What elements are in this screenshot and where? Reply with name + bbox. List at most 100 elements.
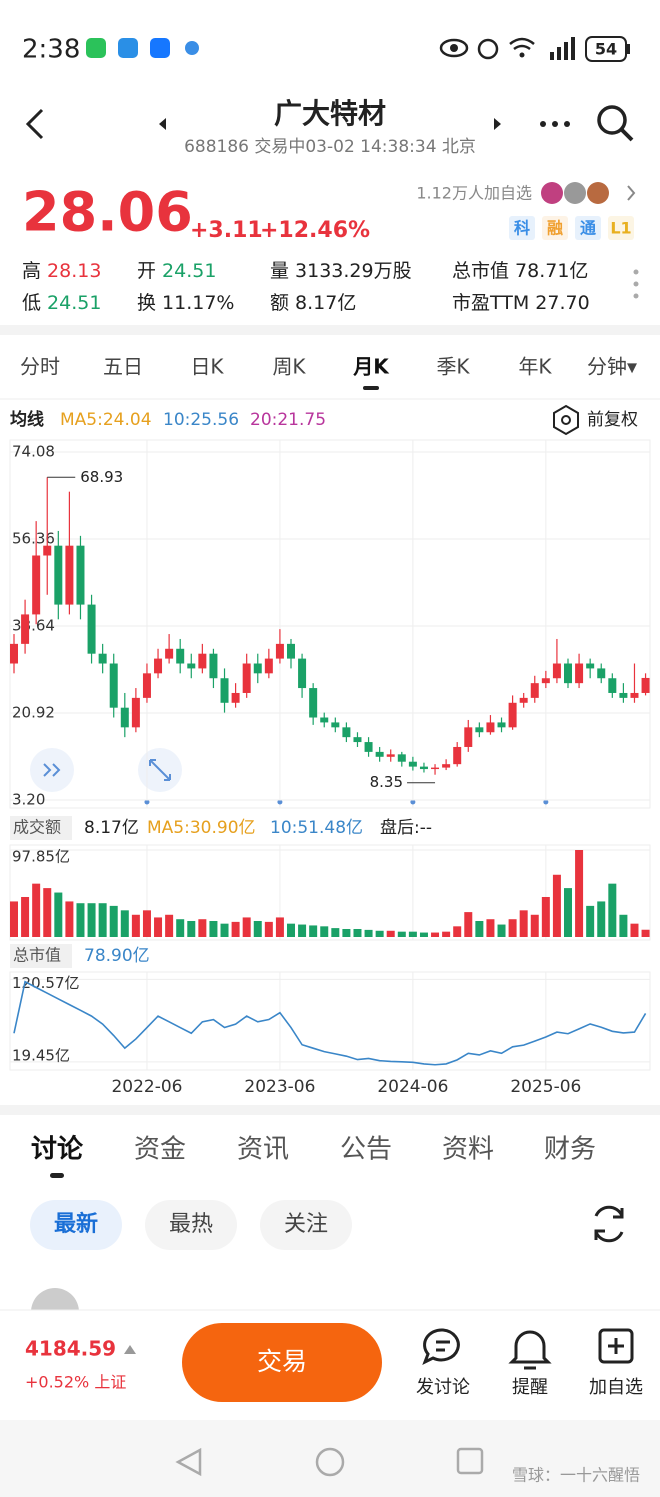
volume-bar: [198, 919, 207, 937]
filter-pill[interactable]: [145, 1200, 237, 1250]
action-label[interactable]: 加自选: [589, 1377, 643, 1398]
ma-label: 均线: [10, 409, 44, 430]
content-tab[interactable]: 公告: [340, 1135, 392, 1165]
volume-bar: [320, 926, 329, 937]
filter-pill[interactable]: [30, 1200, 122, 1250]
refresh-button[interactable]: [594, 1205, 624, 1243]
x-tick-label: 2022-06: [111, 1077, 182, 1097]
y-tick-label: 120.57亿: [12, 974, 80, 992]
volume-bar: [187, 920, 196, 937]
badge: 融: [547, 219, 563, 238]
period-tab[interactable]: 周K: [272, 355, 306, 379]
candle-body: [530, 683, 539, 698]
candle-body: [397, 754, 406, 762]
candle-body: [386, 754, 395, 757]
next-stock[interactable]: [494, 118, 501, 130]
more-button[interactable]: [540, 121, 570, 127]
candle-body: [98, 653, 107, 664]
badge: L1: [610, 219, 631, 238]
badge-bg: [608, 216, 634, 240]
prev-stock[interactable]: [159, 118, 166, 130]
candle-body: [619, 692, 628, 698]
period-tab[interactable]: 年K: [518, 355, 552, 379]
legend-bg: [10, 944, 72, 968]
volume-bar: [21, 896, 30, 937]
volume-bar: [65, 901, 74, 937]
candle-body: [586, 663, 595, 669]
content-tab[interactable]: 资金: [134, 1135, 186, 1165]
volume-bar: [87, 903, 96, 937]
y-tick-label: 20.92: [12, 704, 55, 722]
volume-bar: [76, 903, 85, 937]
y-tick-label: 74.08: [12, 443, 55, 461]
index-change: +0.52% 上证: [25, 1373, 126, 1392]
period-tab[interactable]: 月K: [352, 355, 390, 379]
content-tab[interactable]: 讨论: [31, 1135, 84, 1165]
ma-item: MA5:24.04: [60, 410, 152, 430]
period-tab[interactable]: 五日: [103, 355, 143, 379]
trade-label[interactable]: 交易: [257, 1347, 307, 1376]
content-tab[interactable]: 资料: [442, 1135, 494, 1165]
content-tab[interactable]: 财务: [544, 1135, 596, 1165]
candle-body: [309, 688, 318, 718]
stat-label: 总市值: [452, 260, 509, 282]
nav-home[interactable]: [315, 1447, 345, 1477]
filter-pill[interactable]: [260, 1200, 352, 1250]
alert-icon[interactable]: [508, 1330, 552, 1370]
x-tick-label: 2025-06: [510, 1077, 581, 1097]
search-button[interactable]: [597, 105, 634, 142]
candle-body: [575, 663, 584, 684]
watch-icon[interactable]: [598, 1328, 634, 1364]
nav-recent[interactable]: [456, 1447, 484, 1475]
stat: 高 28.13: [22, 260, 101, 282]
volume-bar: [541, 896, 550, 937]
candle-body: [508, 702, 517, 728]
adjust-label[interactable]: 前复权: [587, 410, 638, 430]
badge: 科: [514, 219, 530, 238]
content-tab[interactable]: 资讯: [237, 1135, 289, 1165]
candle-body: [331, 722, 340, 728]
period-tab[interactable]: 分钟▾: [587, 355, 637, 379]
after-hours: 盘后:--: [380, 818, 432, 838]
adjust-icon[interactable]: [553, 404, 579, 436]
stat-label: 高: [22, 260, 41, 282]
volume-bar: [231, 921, 240, 937]
volume-bar: [530, 914, 539, 937]
period-tab[interactable]: 分时: [20, 355, 60, 379]
volume-bar: [597, 901, 606, 937]
min-label: 8.35: [370, 773, 403, 791]
ma-item: 10:25.56: [163, 410, 239, 430]
filter-tab[interactable]: 最热: [169, 1212, 213, 1237]
action-label[interactable]: 发讨论: [416, 1377, 470, 1398]
post-icon[interactable]: [422, 1328, 460, 1366]
header-icons: [25, 105, 639, 299]
volume-bar: [287, 923, 295, 937]
candle-body: [264, 658, 273, 674]
stat-value: 24.51: [47, 292, 101, 314]
volume-bar: [342, 928, 351, 937]
period-tab[interactable]: 日K: [190, 355, 224, 379]
expand-button[interactable]: [30, 748, 74, 792]
candle-body: [176, 648, 185, 664]
volume-bar: [253, 920, 262, 937]
volume-bar: [619, 914, 628, 937]
stat: 总市值 78.71亿: [452, 260, 588, 282]
volume-bar: [43, 888, 52, 937]
stat-value: 24.51: [162, 260, 216, 282]
watermark: 雪球：一十六醒悟: [512, 1466, 640, 1485]
stat-value: 3133.29万股: [295, 260, 412, 282]
back-button[interactable]: [25, 108, 44, 140]
volume-bar: [375, 930, 384, 937]
trade-button[interactable]: [182, 1323, 382, 1402]
stat-value: 78.71亿: [515, 260, 588, 282]
filter-tab[interactable]: 最新: [54, 1211, 98, 1237]
nav-back[interactable]: [175, 1447, 202, 1477]
period-tab[interactable]: 季K: [436, 355, 470, 379]
y-tick-label: 3.20: [12, 791, 45, 809]
action-label[interactable]: 提醒: [512, 1377, 548, 1398]
stock-name: 广大特材: [274, 97, 386, 130]
volume-bar: [630, 923, 639, 937]
filter-tab[interactable]: 关注: [284, 1212, 328, 1237]
volume-ma: MA5:30.90亿: [147, 818, 256, 838]
volume-bar: [353, 928, 362, 937]
